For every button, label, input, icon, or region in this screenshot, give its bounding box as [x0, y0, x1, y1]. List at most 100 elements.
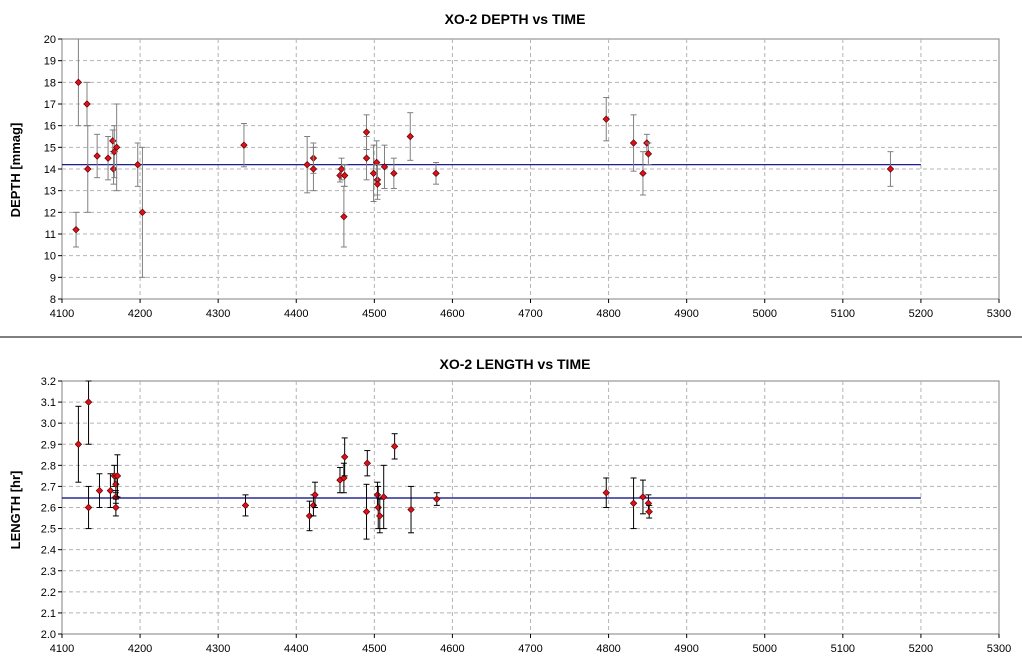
length-marker — [407, 505, 415, 514]
depth-data-point — [629, 114, 638, 172]
length-y-tick-label: 3.2 — [41, 376, 56, 388]
depth-marker — [112, 143, 121, 152]
length-y-tick-label: 2.8 — [41, 460, 56, 472]
length-y-tick-labels: 2.0 2.1 2.2 2.3 2.4 2.5 2.6 2.7 2.8 2.9 3.0 3.1 3.2 — [41, 376, 62, 641]
length-data-point — [84, 485, 93, 530]
length-x-tick-label: 5300 — [987, 643, 1011, 655]
depth-x-tick-label: 4100 — [50, 308, 74, 320]
length-x-tick-label: 4600 — [440, 643, 464, 655]
depth-data-point — [134, 142, 142, 187]
depth-marker — [303, 160, 311, 169]
length-data-points — [74, 380, 653, 540]
depth-y-axis-label: DEPTH [mmag] — [8, 123, 23, 218]
length-data-point — [311, 481, 319, 508]
length-x-tick-label: 5100 — [831, 643, 855, 655]
length-chart: XO-2 LENGTH vs TIME LENGTH [hr] 2.02.12.… — [8, 356, 1011, 655]
depth-x-tick-label: 5100 — [831, 308, 855, 320]
length-x-tick-label: 4100 — [50, 643, 74, 655]
depth-x-tick-label: 4300 — [206, 308, 230, 320]
depth-data-point — [602, 97, 610, 142]
length-x-tick-label: 5000 — [753, 643, 777, 655]
depth-data-point — [93, 133, 101, 179]
length-y-tick-label: 2.3 — [41, 566, 56, 578]
depth-marker — [602, 115, 610, 123]
length-data-point — [407, 485, 415, 534]
depth-data-point — [639, 151, 647, 196]
depth-marker — [432, 169, 440, 178]
length-marker — [645, 508, 653, 516]
depth-gridlines — [62, 39, 999, 299]
length-x-tick-label: 4400 — [284, 643, 308, 655]
depth-marker — [340, 171, 349, 180]
length-gridlines — [62, 381, 999, 634]
depth-x-tick-labels: 4100 4200 4300 4400 4500 4600 4700 4800 4900 5000… — [50, 299, 1011, 320]
length-y-tick-label: 3.0 — [41, 418, 56, 430]
length-x-tick-labels: 4100 4200 4300 4400 4500 4600 4700 4800 4900 5000… — [50, 634, 1011, 655]
length-x-tick-label: 4300 — [206, 643, 230, 655]
length-data-point — [390, 433, 399, 460]
depth-x-tick-label: 4800 — [596, 308, 620, 320]
length-data-point — [84, 380, 93, 445]
depth-marker — [74, 78, 83, 87]
depth-marker — [72, 225, 80, 234]
length-data-point — [340, 462, 348, 494]
length-chart-title: XO-2 LENGTH vs TIME — [440, 356, 591, 372]
depth-data-point — [390, 157, 398, 189]
depth-marker — [240, 141, 248, 149]
depth-marker — [380, 163, 389, 171]
length-data-point — [380, 464, 388, 530]
length-data-point — [340, 437, 349, 477]
length-data-point — [95, 473, 104, 508]
depth-y-tick-label: 15 — [44, 142, 56, 154]
length-data-point — [113, 454, 122, 498]
depth-marker — [109, 165, 118, 173]
length-marker — [644, 499, 653, 507]
length-marker — [305, 512, 314, 520]
length-y-tick-label: 2.0 — [41, 629, 56, 641]
depth-y-tick-label: 18 — [44, 77, 56, 89]
depth-data-point — [340, 164, 349, 187]
length-marker — [95, 486, 104, 495]
depth-data-point — [109, 153, 118, 185]
depth-data-point — [369, 144, 378, 202]
length-data-point — [74, 405, 83, 483]
length-x-tick-label: 4200 — [128, 643, 152, 655]
length-y-axis-label: LENGTH [hr] — [8, 471, 23, 550]
depth-y-tick-label: 16 — [44, 121, 56, 133]
depth-data-point — [83, 81, 91, 127]
depth-marker — [362, 128, 371, 136]
length-y-tick-label: 2.6 — [41, 503, 56, 515]
depth-marker — [309, 165, 318, 173]
depth-y-tick-label: 13 — [44, 186, 56, 198]
length-x-tick-label: 4900 — [674, 643, 698, 655]
depth-y-tick-label: 14 — [44, 164, 56, 176]
length-data-point — [433, 492, 441, 506]
length-marker — [602, 489, 610, 497]
depth-marker — [406, 132, 414, 141]
length-marker — [106, 486, 115, 495]
depth-y-tick-label: 12 — [44, 207, 56, 219]
depth-y-tick-labels: 8 9 10 11 12 13 14 15 16 17 18 19 20 — [44, 34, 62, 306]
depth-marker — [886, 165, 895, 173]
depth-data-point — [362, 136, 371, 181]
depth-y-tick-label: 19 — [44, 56, 56, 68]
length-marker — [363, 459, 372, 467]
depth-data-point — [84, 125, 92, 213]
length-marker — [639, 493, 647, 501]
depth-x-tick-label: 5300 — [987, 308, 1011, 320]
depth-y-tick-label: 8 — [50, 294, 56, 306]
length-marker — [241, 501, 250, 510]
depth-marker — [362, 154, 371, 162]
length-x-tick-label: 4700 — [518, 643, 542, 655]
length-y-tick-label: 2.4 — [41, 545, 56, 557]
depth-marker — [83, 100, 91, 108]
depth-data-points — [72, 38, 895, 278]
depth-x-tick-label: 4900 — [674, 308, 698, 320]
depth-marker — [373, 180, 382, 188]
length-marker — [340, 474, 348, 482]
length-x-tick-label: 5200 — [909, 643, 933, 655]
depth-x-tick-label: 4200 — [128, 308, 152, 320]
depth-marker — [390, 169, 398, 178]
depth-y-tick-label: 17 — [44, 99, 56, 111]
